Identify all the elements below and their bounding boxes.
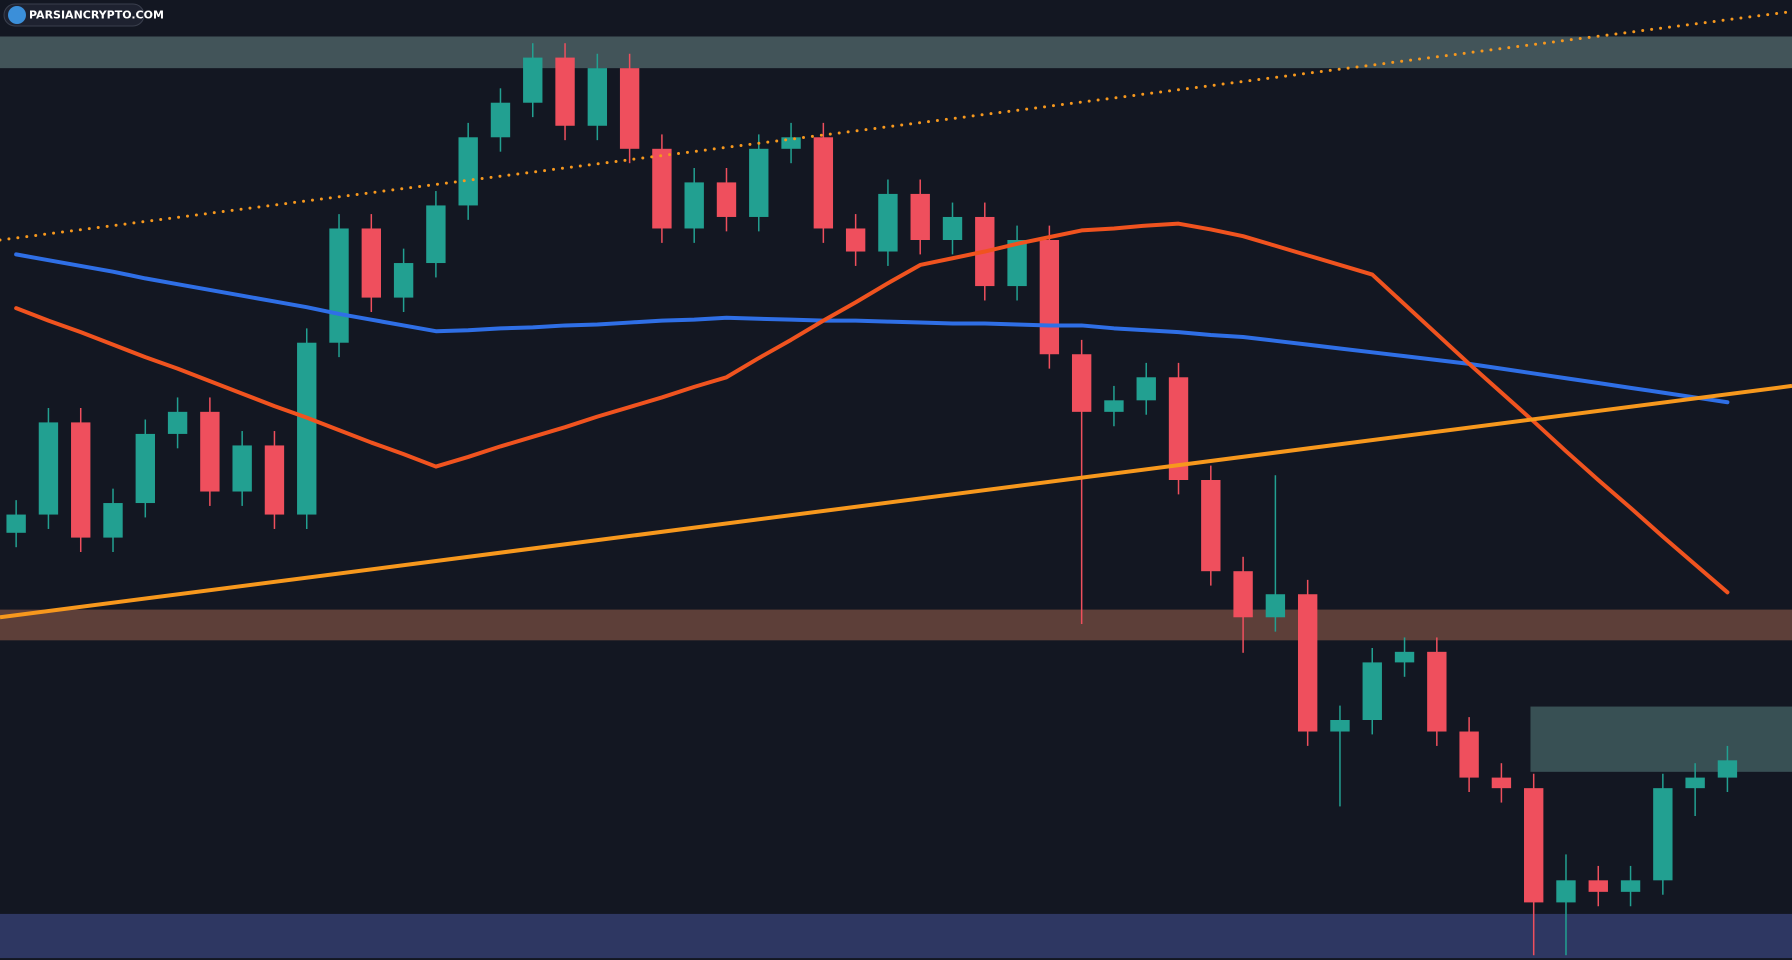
candle-body bbox=[716, 182, 737, 217]
candle-body bbox=[393, 263, 414, 298]
candle-body bbox=[1168, 377, 1189, 480]
zone bbox=[0, 36, 1792, 69]
candle-body bbox=[523, 57, 543, 103]
candle-body bbox=[6, 514, 26, 533]
moving-average bbox=[14, 221, 1730, 595]
candle-body bbox=[1394, 651, 1415, 663]
candle-body bbox=[1039, 240, 1060, 355]
candle-body bbox=[232, 445, 252, 492]
candle-body bbox=[103, 503, 123, 538]
candle-body bbox=[1524, 788, 1544, 903]
candle-body bbox=[361, 228, 382, 298]
candle-body bbox=[1588, 880, 1608, 892]
candle-body bbox=[297, 342, 317, 515]
candle-body bbox=[200, 411, 220, 492]
candle-body bbox=[426, 205, 446, 264]
candle-body bbox=[1233, 571, 1253, 618]
candle-body bbox=[781, 137, 801, 149]
candle-body bbox=[135, 433, 155, 504]
candle-body bbox=[71, 422, 91, 538]
candle-body bbox=[1362, 662, 1382, 720]
candle-body bbox=[458, 137, 478, 206]
candle-body bbox=[942, 216, 963, 240]
candle-body bbox=[813, 137, 834, 229]
candle-body bbox=[1265, 594, 1286, 618]
candle-body bbox=[587, 68, 608, 126]
candle-body bbox=[910, 193, 930, 240]
moving-average bbox=[14, 252, 1730, 405]
candle-body bbox=[1459, 731, 1479, 778]
candle-body bbox=[749, 148, 769, 217]
candle-body bbox=[329, 228, 349, 343]
candle-body bbox=[1620, 880, 1641, 892]
candle-body bbox=[1330, 720, 1350, 732]
candle-body bbox=[652, 148, 672, 229]
candle-body bbox=[555, 57, 575, 126]
candle-body bbox=[1556, 880, 1576, 903]
candle-body bbox=[38, 422, 59, 515]
zone bbox=[1530, 706, 1792, 772]
candle-body bbox=[1491, 777, 1512, 789]
candle-body bbox=[1136, 377, 1156, 401]
candle-body bbox=[1104, 400, 1124, 412]
candle-body bbox=[1717, 760, 1738, 778]
candle-body bbox=[264, 445, 285, 515]
candle-body bbox=[878, 193, 898, 252]
candle-body bbox=[1427, 651, 1447, 732]
candle-body bbox=[845, 228, 866, 252]
candle-body bbox=[1297, 594, 1318, 732]
zone bbox=[0, 609, 1792, 641]
candle-body bbox=[1653, 788, 1673, 881]
plot bbox=[0, 10, 1792, 959]
candle-body bbox=[1007, 240, 1027, 287]
candle-body bbox=[1201, 480, 1221, 572]
candle-body bbox=[490, 102, 511, 138]
candle-body bbox=[167, 411, 188, 434]
watermark: PARSIANCRYPTO.COM bbox=[3, 3, 164, 27]
zone bbox=[0, 913, 1792, 959]
watermark-icon bbox=[8, 6, 26, 24]
candle-body bbox=[1071, 354, 1092, 412]
trend-line bbox=[0, 383, 1792, 620]
watermark-badge bbox=[3, 3, 145, 27]
candle-body bbox=[619, 68, 640, 149]
watermark-text: PARSIANCRYPTO.COM bbox=[29, 9, 164, 22]
candle-body bbox=[1685, 777, 1705, 789]
candle-body bbox=[684, 182, 704, 229]
